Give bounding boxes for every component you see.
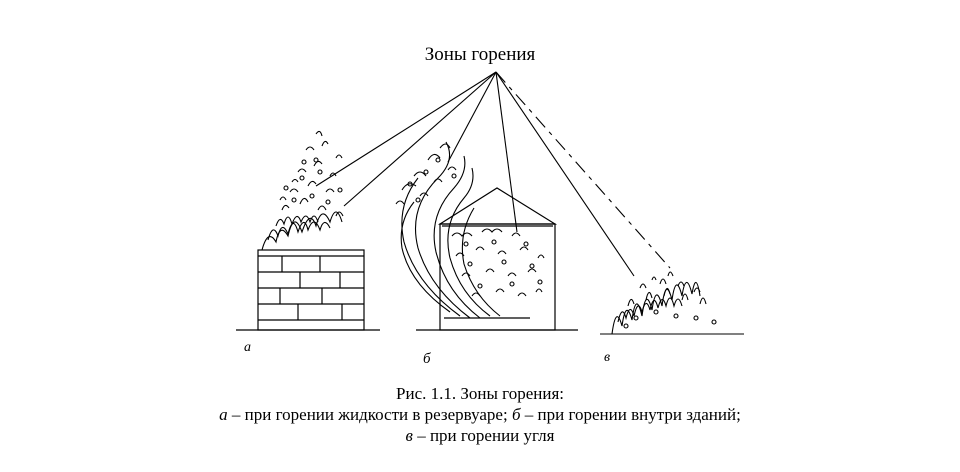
caption-letter-v: в [405,426,413,445]
panel-label-a: а [244,340,251,355]
pointer-lines [315,71,671,277]
caption-text-b: – при горении внутри зданий; [520,405,741,424]
panel-a-flames [261,130,344,251]
caption-text-a: – при горении жидкости в резервуаре; [227,405,512,424]
panel-label-v: в [604,350,611,365]
panel-b-building [416,187,578,331]
panel-v-coal-fire [600,271,744,335]
panel-b-interior-flames [451,228,545,297]
panel-a-tank [236,249,380,331]
caption-line-ab: а – при горении жидкости в резервуаре; б… [0,404,960,425]
combustion-zones-label: Зоны горения [424,44,536,65]
caption-letter-a: а [219,405,228,424]
caption-title: Рис. 1.1. Зоны горения: [396,384,564,403]
panel-label-b: б [423,351,431,367]
caption-line-v: в – при горении угля [0,425,960,446]
panel-b-smoke-plume [395,141,501,319]
caption-text-v: – при горении угля [412,426,555,445]
caption-letter-b: б [511,405,521,424]
